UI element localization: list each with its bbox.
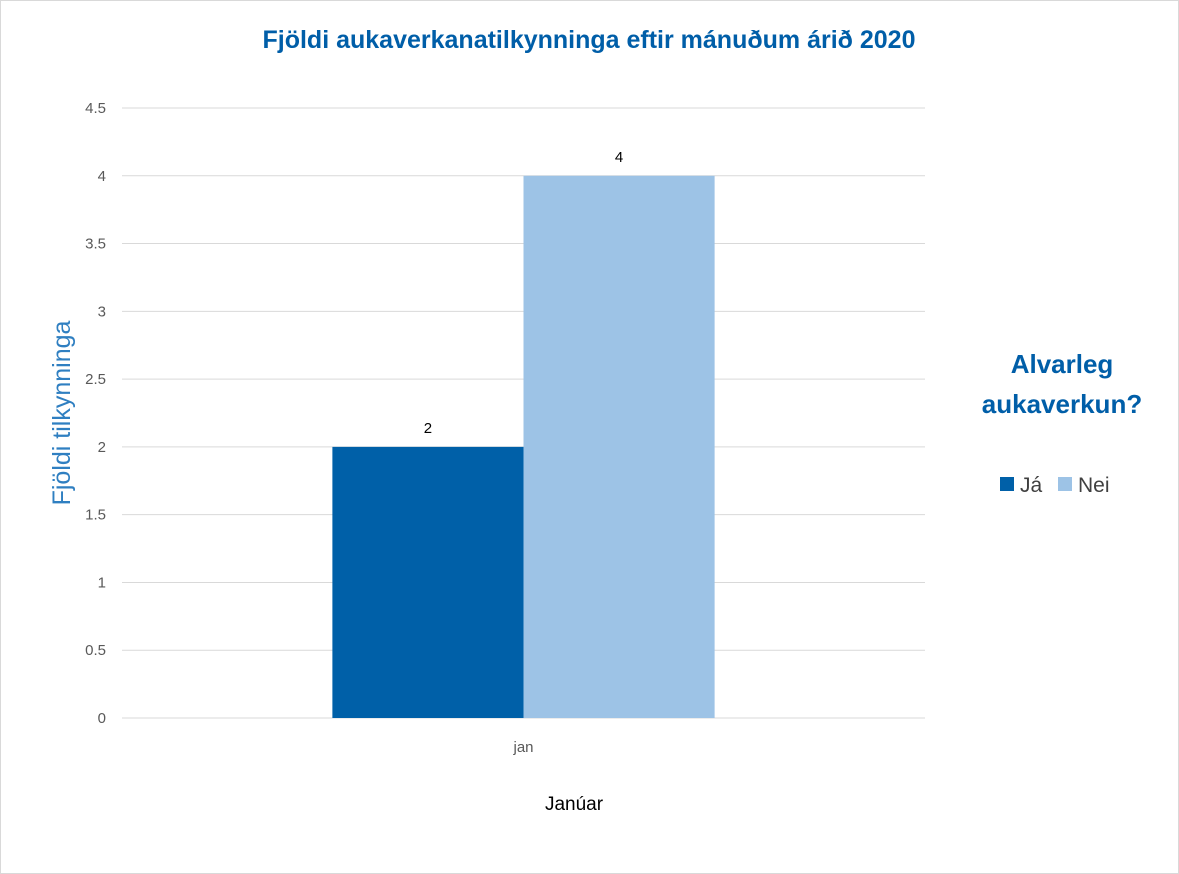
data-label: 4 — [615, 149, 623, 166]
y-tick-label: 0 — [98, 710, 106, 727]
legend-items: Já Nei — [1000, 474, 1110, 497]
legend-swatch-0 — [1000, 477, 1014, 491]
y-tick-label: 2.5 — [85, 371, 106, 388]
bars — [332, 175, 715, 718]
legend-label-0: Já — [1020, 474, 1043, 497]
x-axis-title: Janúar — [545, 794, 604, 815]
y-tick-label: 3.5 — [85, 236, 106, 253]
data-labels: 24 — [424, 149, 623, 437]
y-axis-ticks: 0 0.5 1 1.5 2 2.5 3 3.5 4 4.5 — [85, 100, 106, 727]
y-tick-label: 4 — [98, 168, 106, 185]
legend-swatch-1 — [1058, 477, 1072, 491]
legend-label-1: Nei — [1078, 474, 1110, 497]
y-tick-label: 2 — [98, 439, 106, 456]
bar-jan-0 — [332, 446, 524, 718]
bar-jan-1 — [523, 175, 715, 718]
y-tick-label: 3 — [98, 303, 106, 320]
y-tick-label: 0.5 — [85, 642, 106, 659]
data-label: 2 — [424, 420, 432, 437]
y-axis-title: Fjöldi tilkynninga — [48, 321, 76, 506]
y-tick-label: 4.5 — [85, 100, 106, 117]
y-tick-label: 1.5 — [85, 507, 106, 524]
x-tick-label: jan — [512, 739, 533, 756]
legend-title-line-1: Alvarleg — [1011, 349, 1114, 379]
y-tick-label: 1 — [98, 574, 106, 591]
legend-title-line-2: aukaverkun? — [982, 389, 1142, 419]
legend: Alvarleg aukaverkun? Já Nei — [982, 349, 1142, 497]
chart-title: Fjöldi aukaverkanatilkynninga eftir mánu… — [263, 26, 916, 54]
x-axis-ticks: jan — [512, 739, 533, 756]
